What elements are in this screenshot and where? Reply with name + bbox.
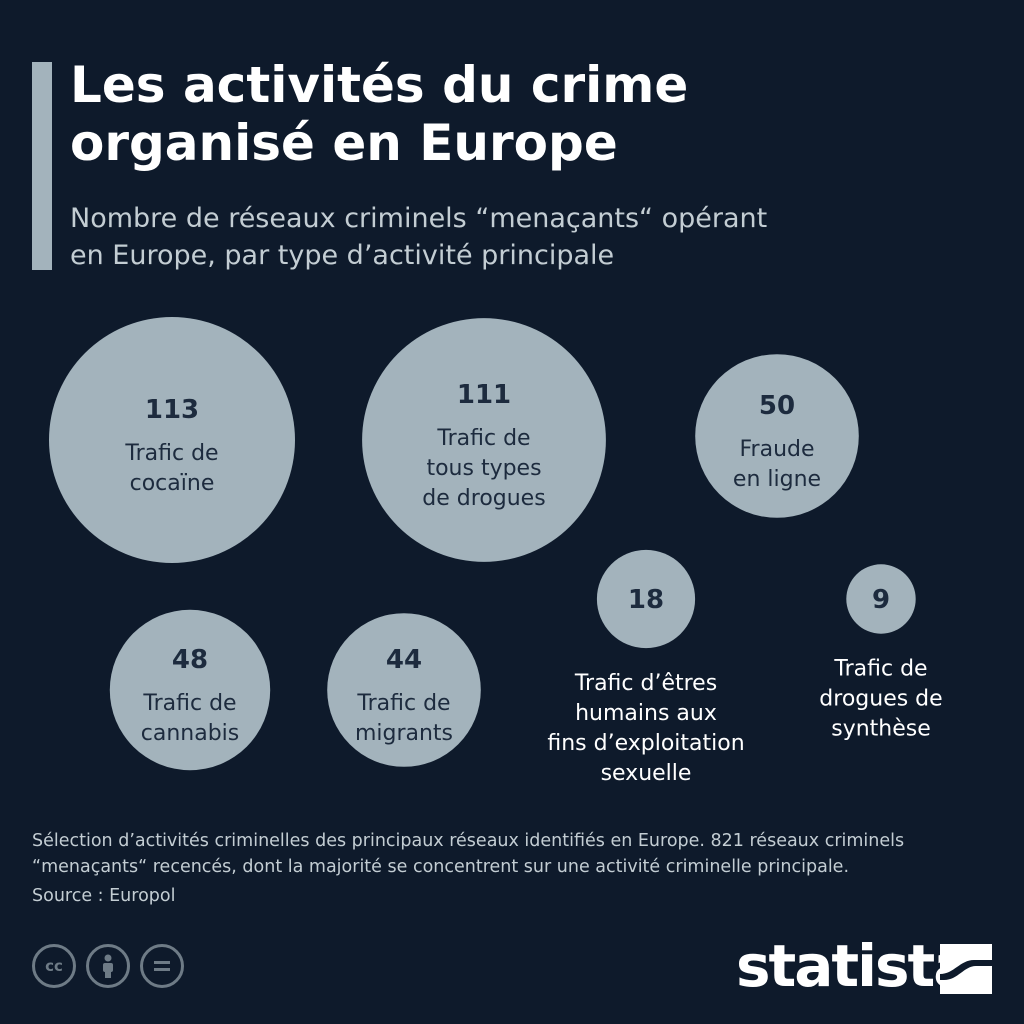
bubble-group: 48 Trafic de cannabis <box>109 609 271 771</box>
bubble-category-label: cannabis <box>141 721 239 746</box>
bubble <box>846 564 916 634</box>
cc-icon[interactable]: cc <box>32 944 76 988</box>
bubble-category-label: migrants <box>355 721 453 746</box>
equals-icon <box>154 961 170 971</box>
footnote-line-2: “menaçants“ recencés, dont la majorité s… <box>32 857 850 877</box>
bubble <box>596 549 696 649</box>
bubble-category-label: humains aux <box>575 701 717 726</box>
bubble-group: 113 Trafic de cocaïne <box>49 317 295 563</box>
source-label: Source : Europol <box>32 886 176 906</box>
bubble-value-label: 113 <box>145 395 199 425</box>
bubble-category-label: Fraude <box>739 437 814 462</box>
title-line-2: organisé en Europe <box>70 114 618 172</box>
person-icon <box>103 954 113 978</box>
bubble-category-label: Trafic de <box>833 657 927 682</box>
bubble-category-label: cocaïne <box>130 471 215 496</box>
bubble-category-label: Trafic de <box>124 441 218 466</box>
license-icons: cc <box>32 944 184 988</box>
bubble-group: 44 Trafic de migrants <box>327 613 481 767</box>
subtitle-line-1: Nombre de réseaux criminels “menaçants“ … <box>70 203 768 234</box>
bubble-value-label: 48 <box>172 645 208 675</box>
bubble-category-label: Trafic de <box>436 426 530 451</box>
page-subtitle: Nombre de réseaux criminels “menaçants“ … <box>70 200 970 274</box>
bubble <box>49 317 295 563</box>
bubble-group: 9 Trafic de drogues de synthèse <box>819 564 943 742</box>
footnote-line-1: Sélection d’activités criminelles des pr… <box>32 831 905 851</box>
bubble-value-label: 9 <box>872 585 890 615</box>
bubble-category-label: drogues de <box>819 687 942 712</box>
bubble-category-label: synthèse <box>831 717 931 742</box>
bubble-category-label: de drogues <box>422 486 545 511</box>
bubble-category-label: Trafic de <box>142 691 236 716</box>
statista-logo-text[interactable]: statista <box>736 932 972 1000</box>
bubble <box>695 354 859 518</box>
bubble-category-label: en ligne <box>733 467 821 492</box>
bubble-group: 50 Fraude en ligne <box>695 354 859 518</box>
by-icon[interactable] <box>86 944 130 988</box>
bubble <box>362 318 606 562</box>
title-line-1: Les activités du crime <box>70 56 689 114</box>
statista-logo-icon <box>940 944 992 994</box>
subtitle-line-2: en Europe, par type d’activité principal… <box>70 240 615 271</box>
bubble-group: 18 Trafic d’êtres humains aux fins d’exploi… <box>547 549 745 786</box>
bubble-value-label: 44 <box>386 645 422 675</box>
bubble-category-label: Trafic de <box>356 691 450 716</box>
bubble <box>109 609 271 771</box>
bubble-category-label: tous types <box>426 456 541 481</box>
bubble-group: 111 Trafic de tous types de drogues <box>362 318 606 562</box>
bubble-value-label: 50 <box>759 391 795 421</box>
nd-icon[interactable] <box>140 944 184 988</box>
footnote: Sélection d’activités criminelles des pr… <box>32 828 992 880</box>
bubble <box>327 613 481 767</box>
bubble-category-label: sexuelle <box>601 761 692 786</box>
bubble-category-label: fins d’exploitation <box>547 731 744 756</box>
title-accent-bar <box>32 62 52 270</box>
bubble-value-label: 18 <box>628 585 664 615</box>
page-title: Les activités du crime organisé en Europ… <box>70 56 970 172</box>
bubble-category-label: Trafic d’êtres <box>574 671 717 696</box>
bubble-value-label: 111 <box>457 380 511 410</box>
